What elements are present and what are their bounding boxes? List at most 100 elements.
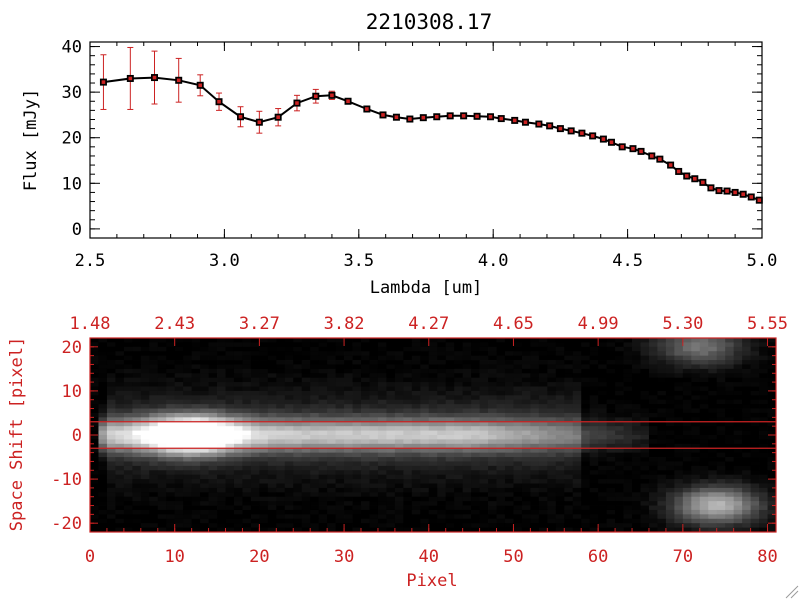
- image-pixel: [233, 479, 243, 484]
- image-pixel: [217, 338, 226, 343]
- image-pixel: [598, 355, 608, 361]
- image-pixel: [225, 474, 235, 480]
- image-pixel: [691, 457, 701, 462]
- image-pixel: [361, 351, 370, 357]
- image-pixel: [682, 382, 692, 387]
- image-pixel: [674, 435, 684, 440]
- image-pixel: [394, 421, 404, 427]
- image-pixel: [632, 509, 641, 515]
- image-pixel: [428, 426, 438, 431]
- image-pixel: [691, 412, 701, 418]
- image-pixel: [606, 443, 616, 449]
- image-pixel: [335, 421, 345, 427]
- image-pixel: [547, 457, 557, 462]
- image-pixel: [420, 373, 430, 379]
- image-pixel: [632, 435, 641, 440]
- image-pixel: [174, 501, 184, 506]
- image-pixel: [538, 342, 548, 348]
- image-pixel: [606, 487, 616, 493]
- image-pixel: [352, 509, 362, 515]
- image-pixel: [157, 487, 167, 493]
- image-pixel: [623, 355, 633, 361]
- image-pixel: [293, 470, 303, 476]
- image-pixel: [640, 505, 650, 511]
- image-pixel: [394, 474, 404, 480]
- image-pixel: [369, 514, 379, 520]
- image-pixel: [233, 421, 243, 427]
- image-pixel: [547, 430, 557, 436]
- image-pixel: [420, 360, 430, 365]
- image-pixel: [538, 439, 548, 445]
- image-pixel: [606, 505, 616, 511]
- image-pixel: [352, 457, 362, 462]
- image-pixel: [615, 364, 624, 370]
- image-pixel: [301, 386, 311, 392]
- image-pixel: [471, 492, 480, 498]
- image-pixel: [335, 364, 345, 370]
- image-pixel: [513, 479, 523, 484]
- image-pixel: [115, 483, 125, 489]
- image-pixel: [106, 399, 116, 405]
- image-pixel: [521, 404, 531, 409]
- image-pixel: [259, 377, 269, 383]
- image-pixel: [521, 483, 531, 489]
- image-pixel: [657, 408, 667, 414]
- image-pixel: [682, 338, 692, 343]
- image-pixel: [174, 338, 184, 343]
- image-pixel: [140, 430, 150, 436]
- image-pixel: [183, 509, 193, 515]
- image-pixel: [623, 351, 633, 357]
- image-pixel: [674, 518, 684, 524]
- image-pixel: [301, 443, 311, 449]
- image-pixel: [504, 368, 514, 374]
- image-pixel: [149, 342, 159, 348]
- image-pixel: [293, 430, 303, 436]
- image-pixel: [318, 377, 328, 383]
- image-pixel: [106, 377, 116, 383]
- image-pixel: [242, 474, 252, 480]
- image-pixel: [259, 417, 269, 423]
- image-pixel: [310, 346, 320, 352]
- image-pixel: [411, 338, 421, 343]
- image-pixel: [191, 338, 201, 343]
- image-pixel: [445, 377, 455, 383]
- image-pixel: [665, 492, 675, 498]
- image-pixel: [479, 404, 489, 409]
- image-pixel: [471, 421, 480, 427]
- image-pixel: [725, 395, 735, 401]
- spectrum-point-core: [601, 137, 606, 141]
- image-pixel: [352, 523, 362, 528]
- image-pixel: [90, 492, 99, 498]
- image-pixel: [759, 351, 768, 357]
- image-pixel: [420, 443, 430, 449]
- image-pixel: [733, 527, 743, 533]
- image-pixel: [132, 360, 142, 365]
- image-pixel: [437, 342, 447, 348]
- image-pixel: [445, 443, 455, 449]
- image-pixel: [657, 461, 667, 467]
- image-pixel: [640, 470, 650, 476]
- image-pixel: [208, 338, 218, 343]
- image-pixel: [708, 452, 718, 458]
- resize-grip-icon[interactable]: [785, 585, 799, 599]
- image-pixel: [708, 461, 718, 467]
- image-pixel: [225, 470, 235, 476]
- image-pixel: [174, 360, 184, 365]
- image-pixel: [183, 474, 193, 480]
- image-pixel: [623, 452, 633, 458]
- image-pixel: [598, 377, 608, 383]
- image-pixel: [428, 483, 438, 489]
- image-pixel: [200, 421, 209, 427]
- image-pixel: [767, 373, 777, 379]
- image-pixel: [123, 338, 133, 343]
- image-pixel: [547, 448, 557, 454]
- image-pixel: [420, 518, 430, 524]
- image-pixel: [530, 338, 540, 343]
- image-pixel: [623, 373, 633, 379]
- image-pixel: [538, 457, 548, 462]
- image-pixel: [335, 509, 345, 515]
- image-pixel: [623, 443, 633, 449]
- image-pixel: [623, 483, 633, 489]
- image-pixel: [98, 417, 108, 423]
- image-pixel: [403, 514, 413, 520]
